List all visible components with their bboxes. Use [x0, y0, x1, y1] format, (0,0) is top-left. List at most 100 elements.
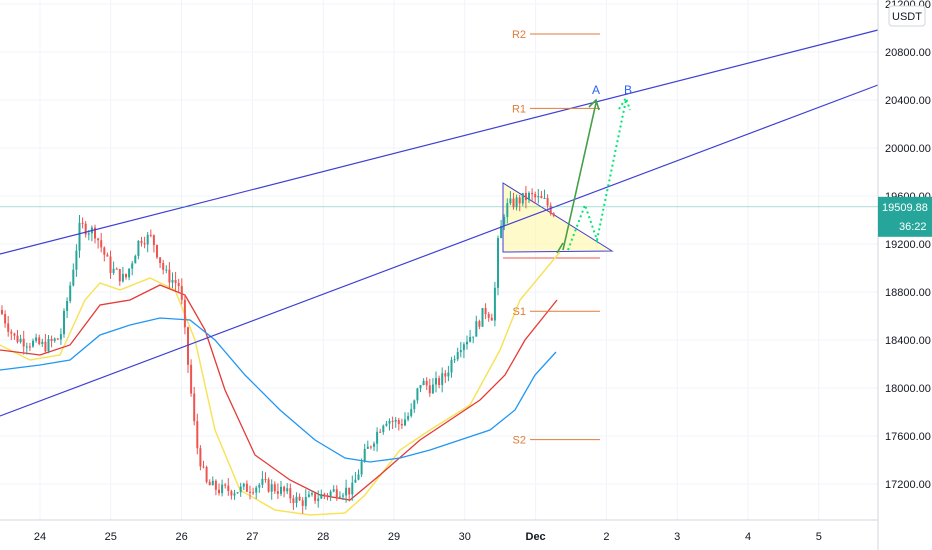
candle-body — [338, 496, 341, 498]
candle-body — [196, 421, 199, 449]
candle-body — [252, 492, 255, 494]
candle-body — [534, 194, 537, 198]
candle-body — [63, 310, 65, 335]
candle-body — [462, 344, 465, 351]
candle-body — [190, 364, 193, 394]
candle-body — [388, 420, 391, 424]
candle-body — [4, 314, 7, 324]
candle-body — [75, 250, 78, 270]
candle-body — [360, 461, 363, 475]
candle-body — [255, 487, 258, 493]
candle-body — [131, 263, 134, 269]
candle-body — [509, 198, 512, 204]
candle-body — [208, 481, 211, 486]
currency-label: USDT — [892, 11, 922, 23]
candle-body — [205, 467, 208, 482]
candle-body — [50, 338, 53, 341]
candle-body — [537, 196, 540, 198]
candle-body — [177, 283, 180, 287]
candle-body — [87, 233, 90, 235]
candle-body — [332, 489, 335, 492]
candle-body — [258, 484, 261, 488]
candle-body — [438, 378, 441, 386]
candle-body — [493, 287, 496, 321]
candle-body — [180, 286, 183, 300]
candle-body — [283, 486, 286, 492]
candle-body — [487, 314, 490, 318]
candle-body — [307, 494, 310, 497]
y-tick-label: 19200.00 — [885, 239, 931, 251]
candle-body — [472, 336, 475, 338]
candle-body — [193, 393, 196, 422]
candle-body — [44, 341, 47, 352]
candle-body — [466, 341, 468, 345]
x-axis[interactable]: 24 25 26 27 28 29 30 Dec 2 3 4 5 — [34, 531, 822, 543]
candle-body — [289, 488, 292, 499]
pivot-label: R1 — [512, 103, 526, 115]
candle-body — [422, 380, 425, 386]
candle-body — [385, 423, 388, 426]
x-tick-label: 5 — [816, 531, 822, 543]
candle-body — [431, 384, 434, 394]
candle-body — [323, 494, 326, 496]
y-tick-label: 18800.00 — [885, 287, 931, 299]
candle-body — [354, 479, 357, 483]
candle-body — [292, 498, 295, 504]
candle-body — [311, 493, 313, 495]
candle-body — [273, 484, 276, 492]
candle-body — [236, 492, 239, 494]
candle-body — [84, 223, 87, 235]
candle-body — [28, 346, 31, 348]
candle-body — [512, 198, 515, 208]
candle-body — [78, 222, 81, 251]
channel-lower-line — [0, 84, 879, 417]
y-tick-label: 20000.00 — [885, 143, 931, 155]
candle-body — [506, 203, 509, 217]
candle-body — [16, 335, 19, 343]
candle-body — [475, 321, 478, 337]
candle-body — [35, 337, 38, 341]
candle-body — [97, 238, 100, 241]
candle-body — [202, 466, 205, 468]
candle-body — [81, 222, 84, 224]
candle-body — [140, 240, 143, 244]
candle-body — [540, 196, 543, 199]
candle-body — [267, 479, 270, 492]
last-price-value: 19509.88 — [882, 202, 928, 214]
projection-path-b — [567, 99, 627, 251]
candle-body — [286, 488, 289, 492]
candle-body — [335, 489, 338, 497]
candle-body — [314, 493, 317, 501]
pivot-levels: R2 R1 S1 S2 — [512, 29, 600, 447]
candle-body — [72, 269, 75, 286]
candle-body — [162, 263, 165, 270]
x-tick-label: 29 — [388, 531, 400, 543]
candle-body — [326, 495, 329, 497]
candle-body — [41, 341, 44, 344]
candle-body — [118, 268, 121, 282]
candle-body — [366, 446, 369, 449]
currency-badge-box — [888, 5, 926, 27]
currency-badge[interactable]: USDT — [888, 5, 926, 27]
candle-body — [143, 243, 146, 245]
y-tick-label: 20800.00 — [885, 47, 931, 59]
candle-body — [245, 483, 248, 492]
ema-red-line — [0, 284, 558, 501]
candle-body — [363, 448, 366, 462]
x-tick-label: 27 — [246, 531, 258, 543]
candlesticks — [1, 185, 555, 514]
candle-body — [134, 255, 137, 264]
candle-body — [435, 378, 437, 385]
candle-body — [528, 192, 530, 201]
candle-body — [227, 485, 230, 492]
candle-body — [32, 340, 34, 347]
projection-label: B — [624, 83, 632, 97]
candle-body — [413, 400, 416, 410]
candle-body — [450, 359, 453, 373]
candle-body — [174, 280, 177, 284]
candle-body — [211, 480, 214, 486]
candle-body — [115, 268, 118, 270]
candle-body — [19, 338, 22, 343]
